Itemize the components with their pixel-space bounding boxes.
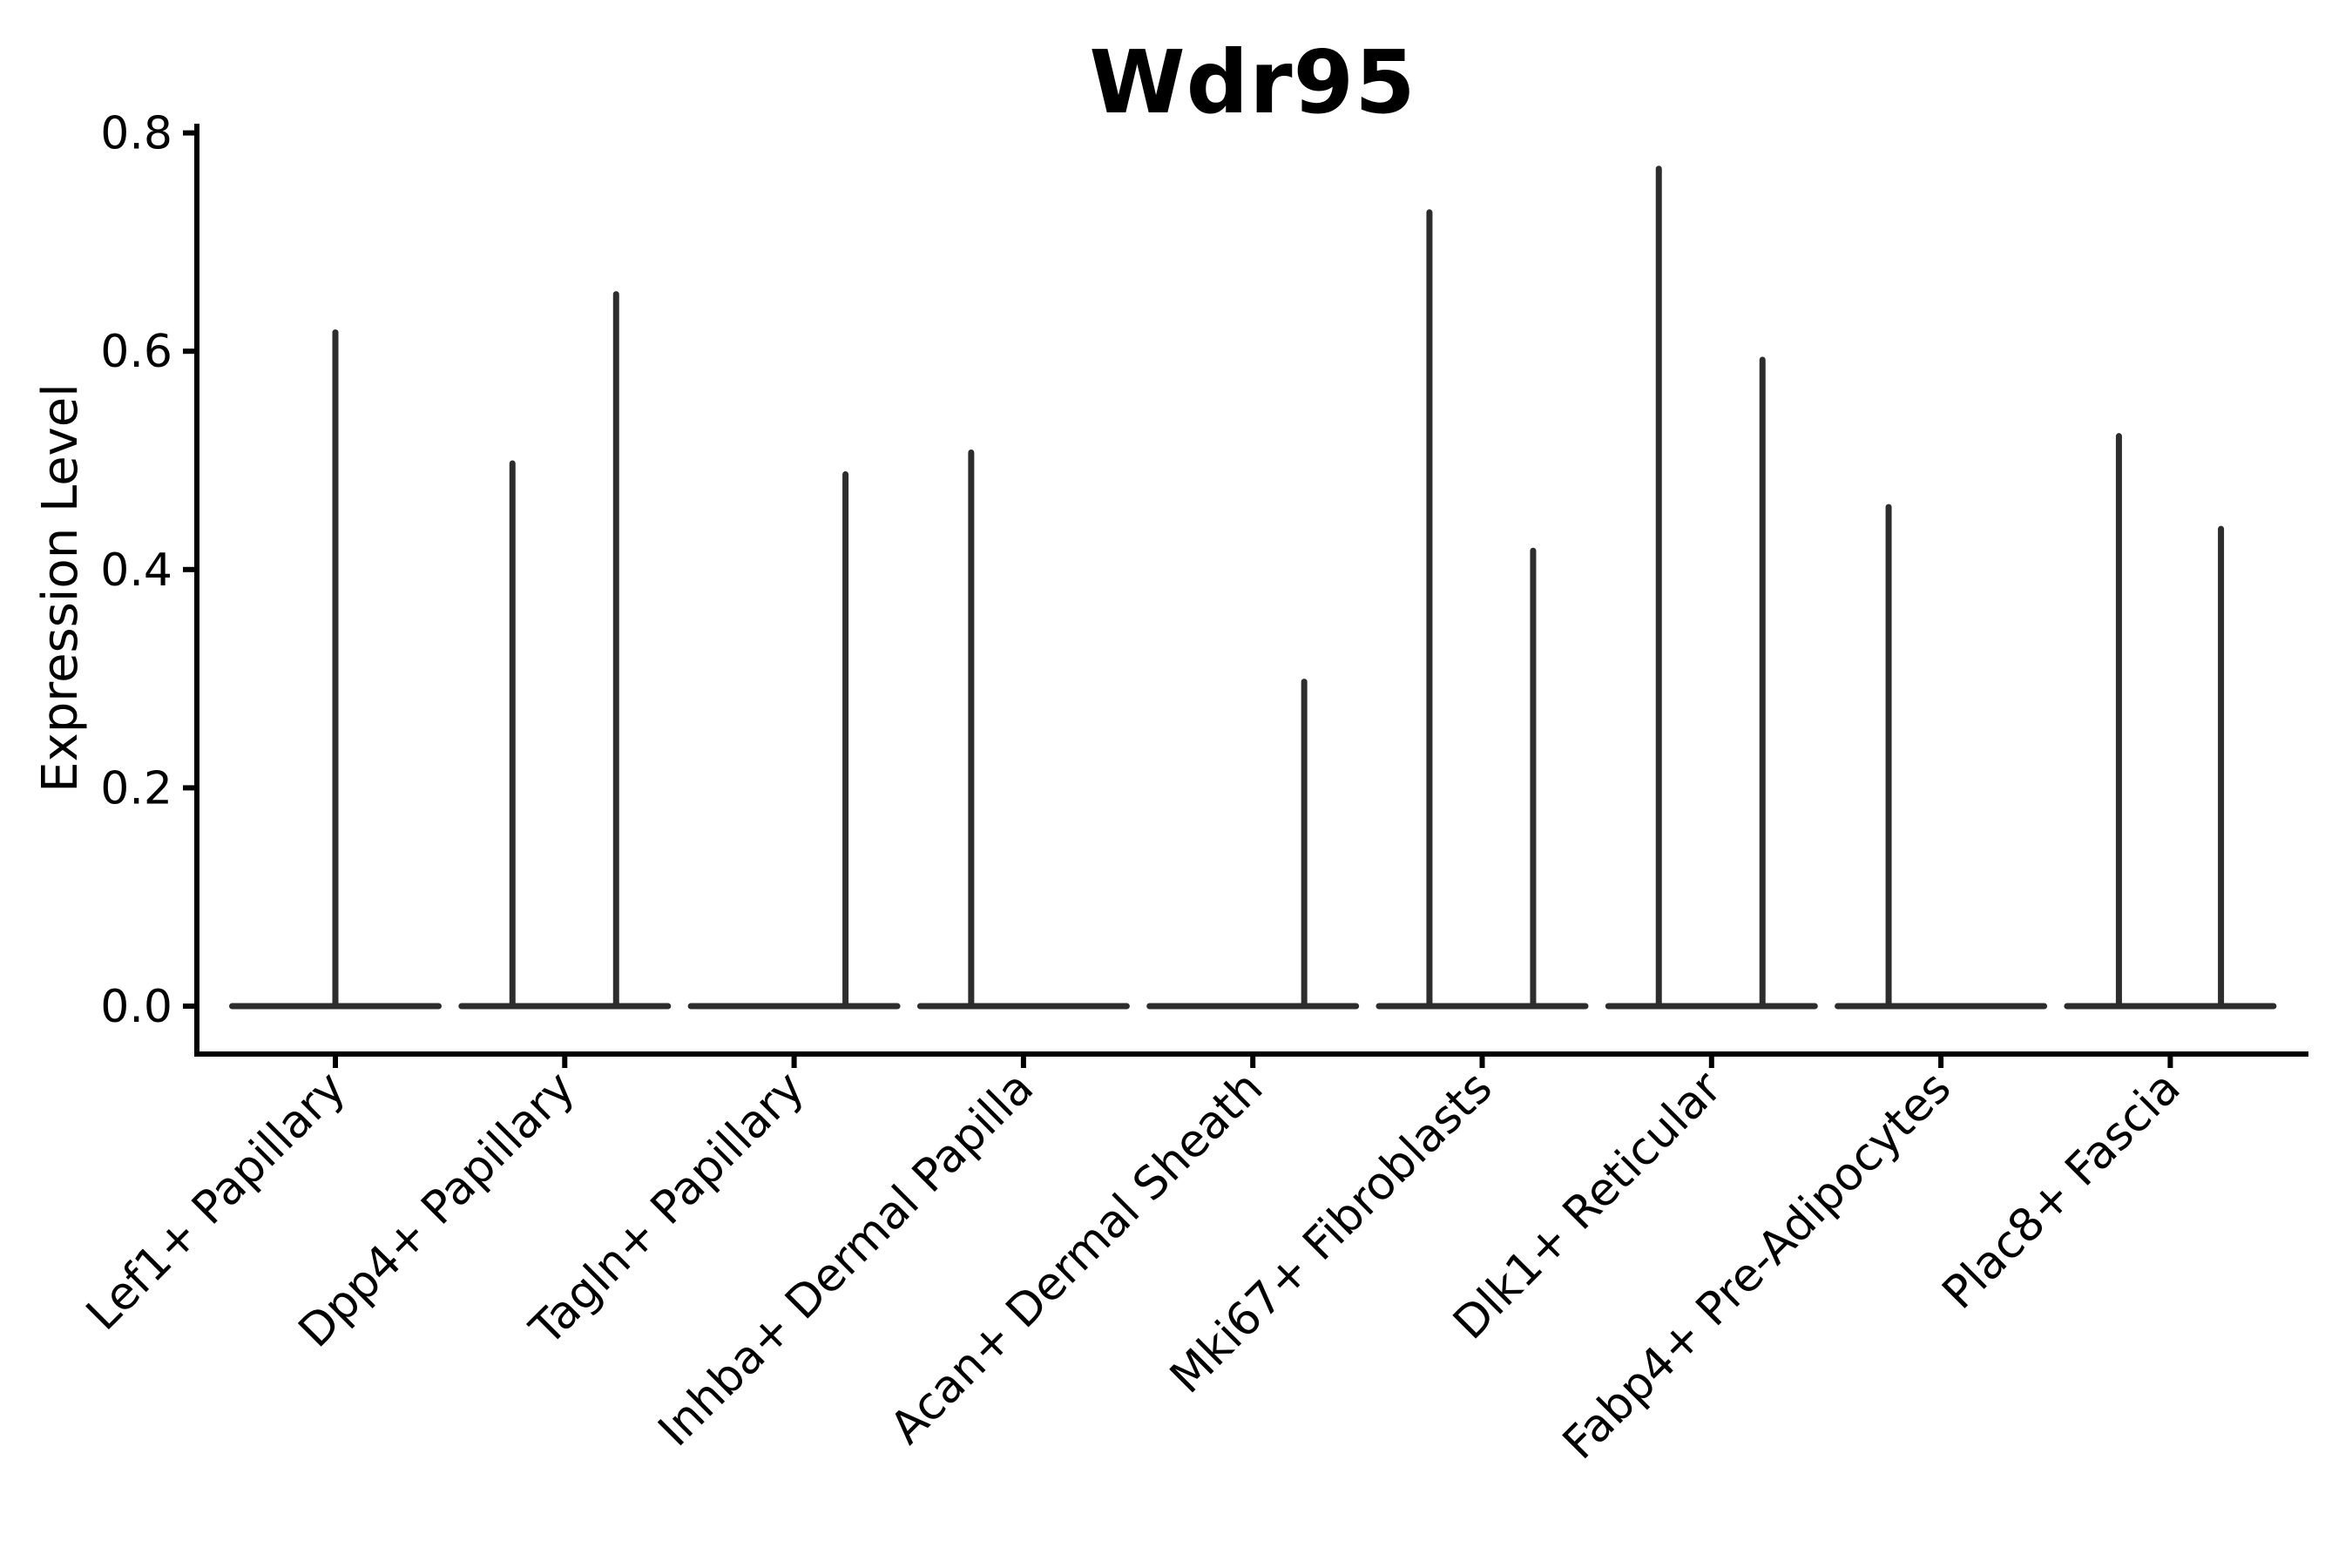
chart-title: Wdr95 [1089,31,1416,133]
violin-spike [509,460,516,1010]
violin-spike [2218,525,2225,1010]
violin-baseline [1146,1003,1360,1010]
y-tick-label: 0.8 [100,108,172,160]
violin-spike [1301,679,1308,1010]
violin-spike [1885,504,1892,1010]
y-tick-label: 0.6 [100,326,172,378]
x-tick-label: Fabp4+ Pre-Adipocytes [1553,1062,1961,1470]
y-tick-label: 0.2 [100,762,172,814]
violin-spike [612,291,619,1010]
y-axis-title: Expression Level [32,383,89,793]
y-tick-label: 0.0 [100,981,172,1033]
violin-baseline [1835,1003,2048,1010]
violin-spike [1426,209,1433,1010]
violin-spike [842,471,849,1010]
violin-baseline [458,1003,672,1010]
violin-baseline [687,1003,901,1010]
violin-spike [1759,356,1766,1010]
violin-spike [2115,433,2122,1010]
violin-baseline [1375,1003,1589,1010]
violin-spike [968,449,975,1010]
x-tick-label: Plac8+ Fascia [1933,1062,2191,1320]
violin-spike [332,329,339,1010]
x-tick-label: Inhba+ Dermal Papilla [649,1062,1044,1456]
x-tick-label: Acan+ Dermal Sheath [881,1062,1274,1455]
y-tick-label: 0.4 [100,544,172,597]
violin-baseline [2064,1003,2277,1010]
violin-baseline [916,1003,1130,1010]
violin-spike [1530,547,1537,1010]
violin-baseline [1605,1003,1818,1010]
violin-spike [1655,166,1662,1010]
